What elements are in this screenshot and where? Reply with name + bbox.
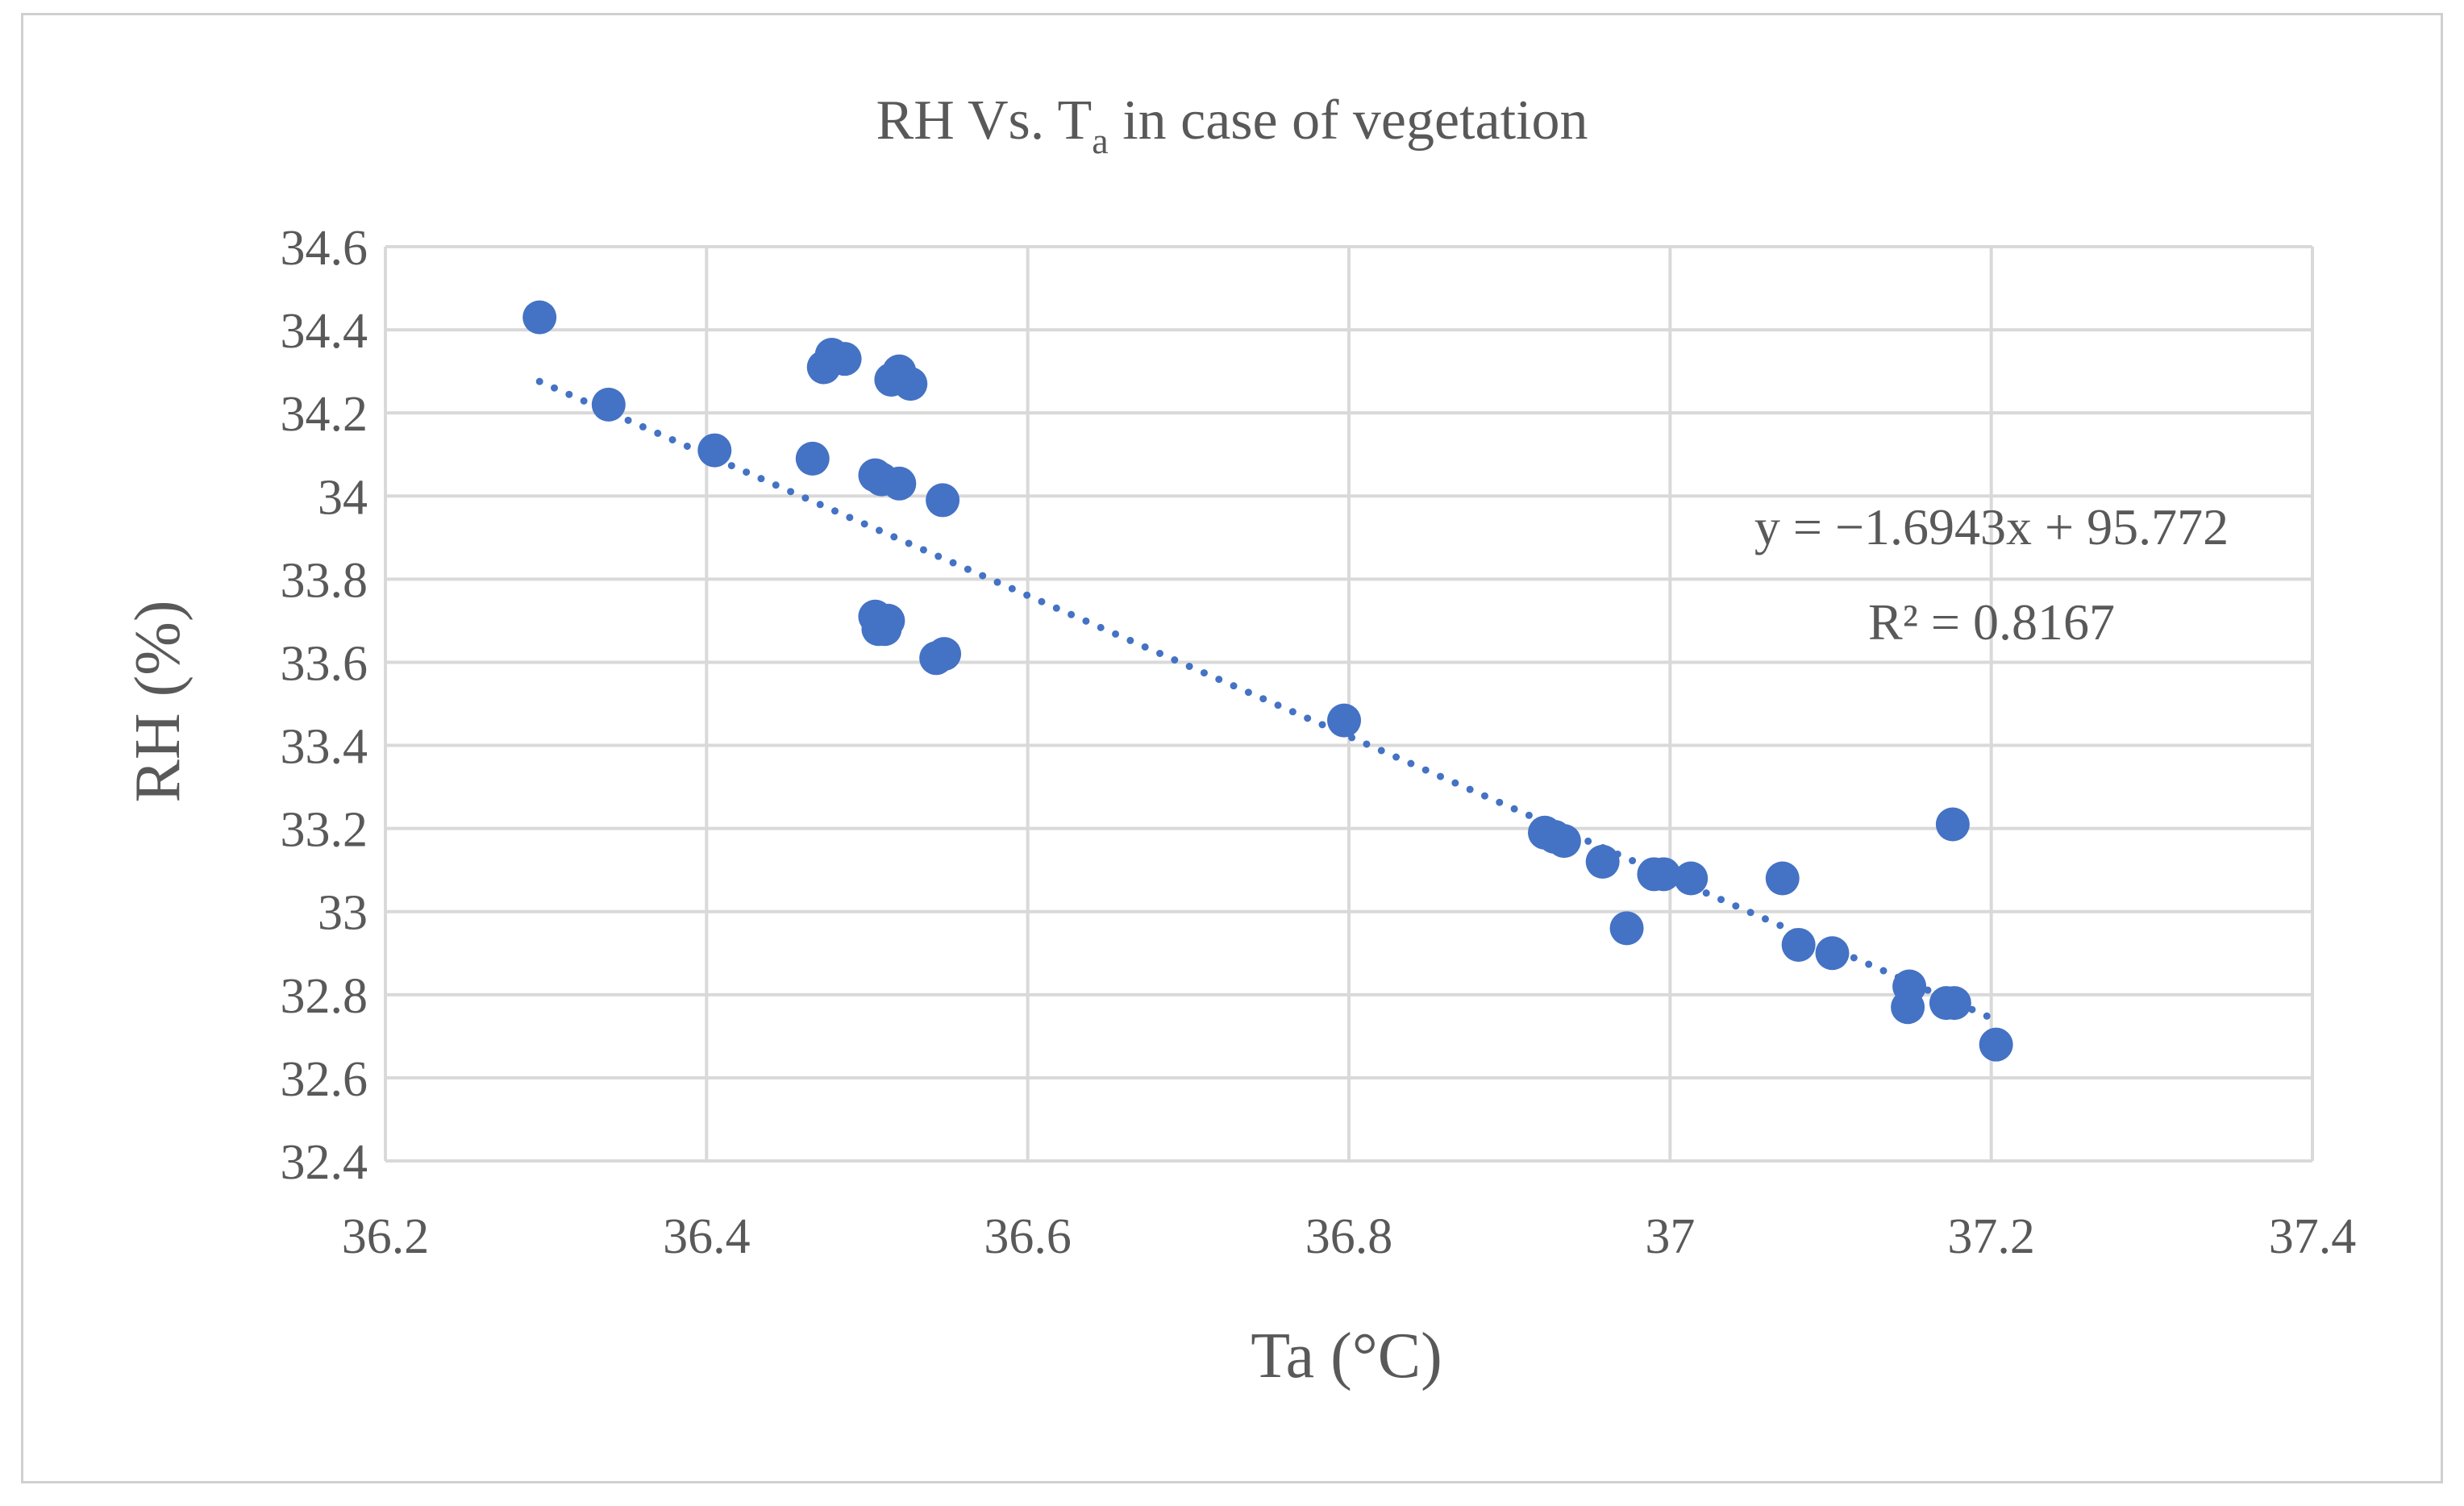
chart-frame [21, 13, 2443, 1483]
chart-title: RH Vs. Ta in case of vegetation [876, 89, 1588, 161]
data-point [1891, 990, 1925, 1025]
x-tick-label: 36.8 [1305, 1209, 1393, 1264]
x-tick-labels: 36.2 36.4 36.6 36.8 37 37.2 37.4 [342, 1209, 2357, 1264]
data-point [868, 612, 902, 647]
chart-title-subscript: a [1092, 120, 1108, 161]
data-point [1646, 857, 1681, 892]
data-points [522, 300, 2013, 1062]
y-tick-label: 32.4 [281, 1135, 368, 1190]
x-tick-label: 36.4 [663, 1209, 751, 1264]
trendline [535, 377, 2000, 1024]
data-point [591, 387, 626, 422]
y-tick-labels: 32.4 32.6 32.8 33 33.2 33.4 33.6 33.8 34 34.2 34.4… [281, 221, 368, 1190]
y-tick-label: 34.2 [281, 387, 368, 442]
data-point [522, 300, 557, 335]
chart-title-rest: in case of vegetation [1109, 89, 1588, 152]
data-point [882, 466, 917, 501]
data-point [1815, 936, 1850, 971]
x-tick-label: 36.6 [984, 1209, 1072, 1264]
data-point [827, 342, 862, 376]
trendline-equation: y = −1.6943x + 95.772 [1754, 498, 2229, 555]
data-point [1609, 911, 1644, 946]
y-tick-label: 33.8 [281, 553, 368, 608]
y-tick-label: 33.4 [281, 720, 368, 775]
data-point [927, 637, 962, 672]
y-tick-label: 33.6 [281, 636, 368, 691]
data-point [1674, 861, 1709, 896]
data-point [1327, 703, 1362, 738]
x-tick-label: 37.2 [1947, 1209, 2035, 1264]
data-point [1935, 807, 1970, 842]
data-point [697, 433, 732, 468]
data-point [1585, 844, 1620, 879]
y-axis-title: RH (%) [123, 600, 194, 802]
x-axis-title: Ta (°C) [1251, 1321, 1442, 1392]
data-point [1979, 1027, 2013, 1062]
data-point [1765, 861, 1800, 896]
data-point [1781, 927, 1816, 962]
data-point [1546, 824, 1581, 859]
data-point [926, 483, 960, 518]
x-tick-label: 37 [1645, 1209, 1695, 1264]
trendline-r-squared: R² = 0.8167 [1868, 593, 2115, 651]
y-tick-label: 33.2 [281, 803, 368, 858]
y-tick-label: 32.6 [281, 1052, 368, 1107]
y-tick-label: 34.4 [281, 304, 368, 359]
trendline-layer [535, 377, 2000, 1024]
x-tick-label: 36.2 [342, 1209, 430, 1264]
y-tick-label: 32.8 [281, 969, 368, 1024]
data-point [1937, 986, 1971, 1021]
data-point [893, 367, 928, 401]
y-tick-label: 34 [318, 470, 368, 525]
y-tick-label: 34.6 [281, 221, 368, 276]
chart-title-main: RH Vs. T [876, 89, 1093, 152]
x-tick-label: 37.4 [2269, 1209, 2357, 1264]
y-tick-label: 33 [318, 886, 368, 941]
gridlines [384, 245, 2314, 1163]
data-point [795, 441, 830, 476]
